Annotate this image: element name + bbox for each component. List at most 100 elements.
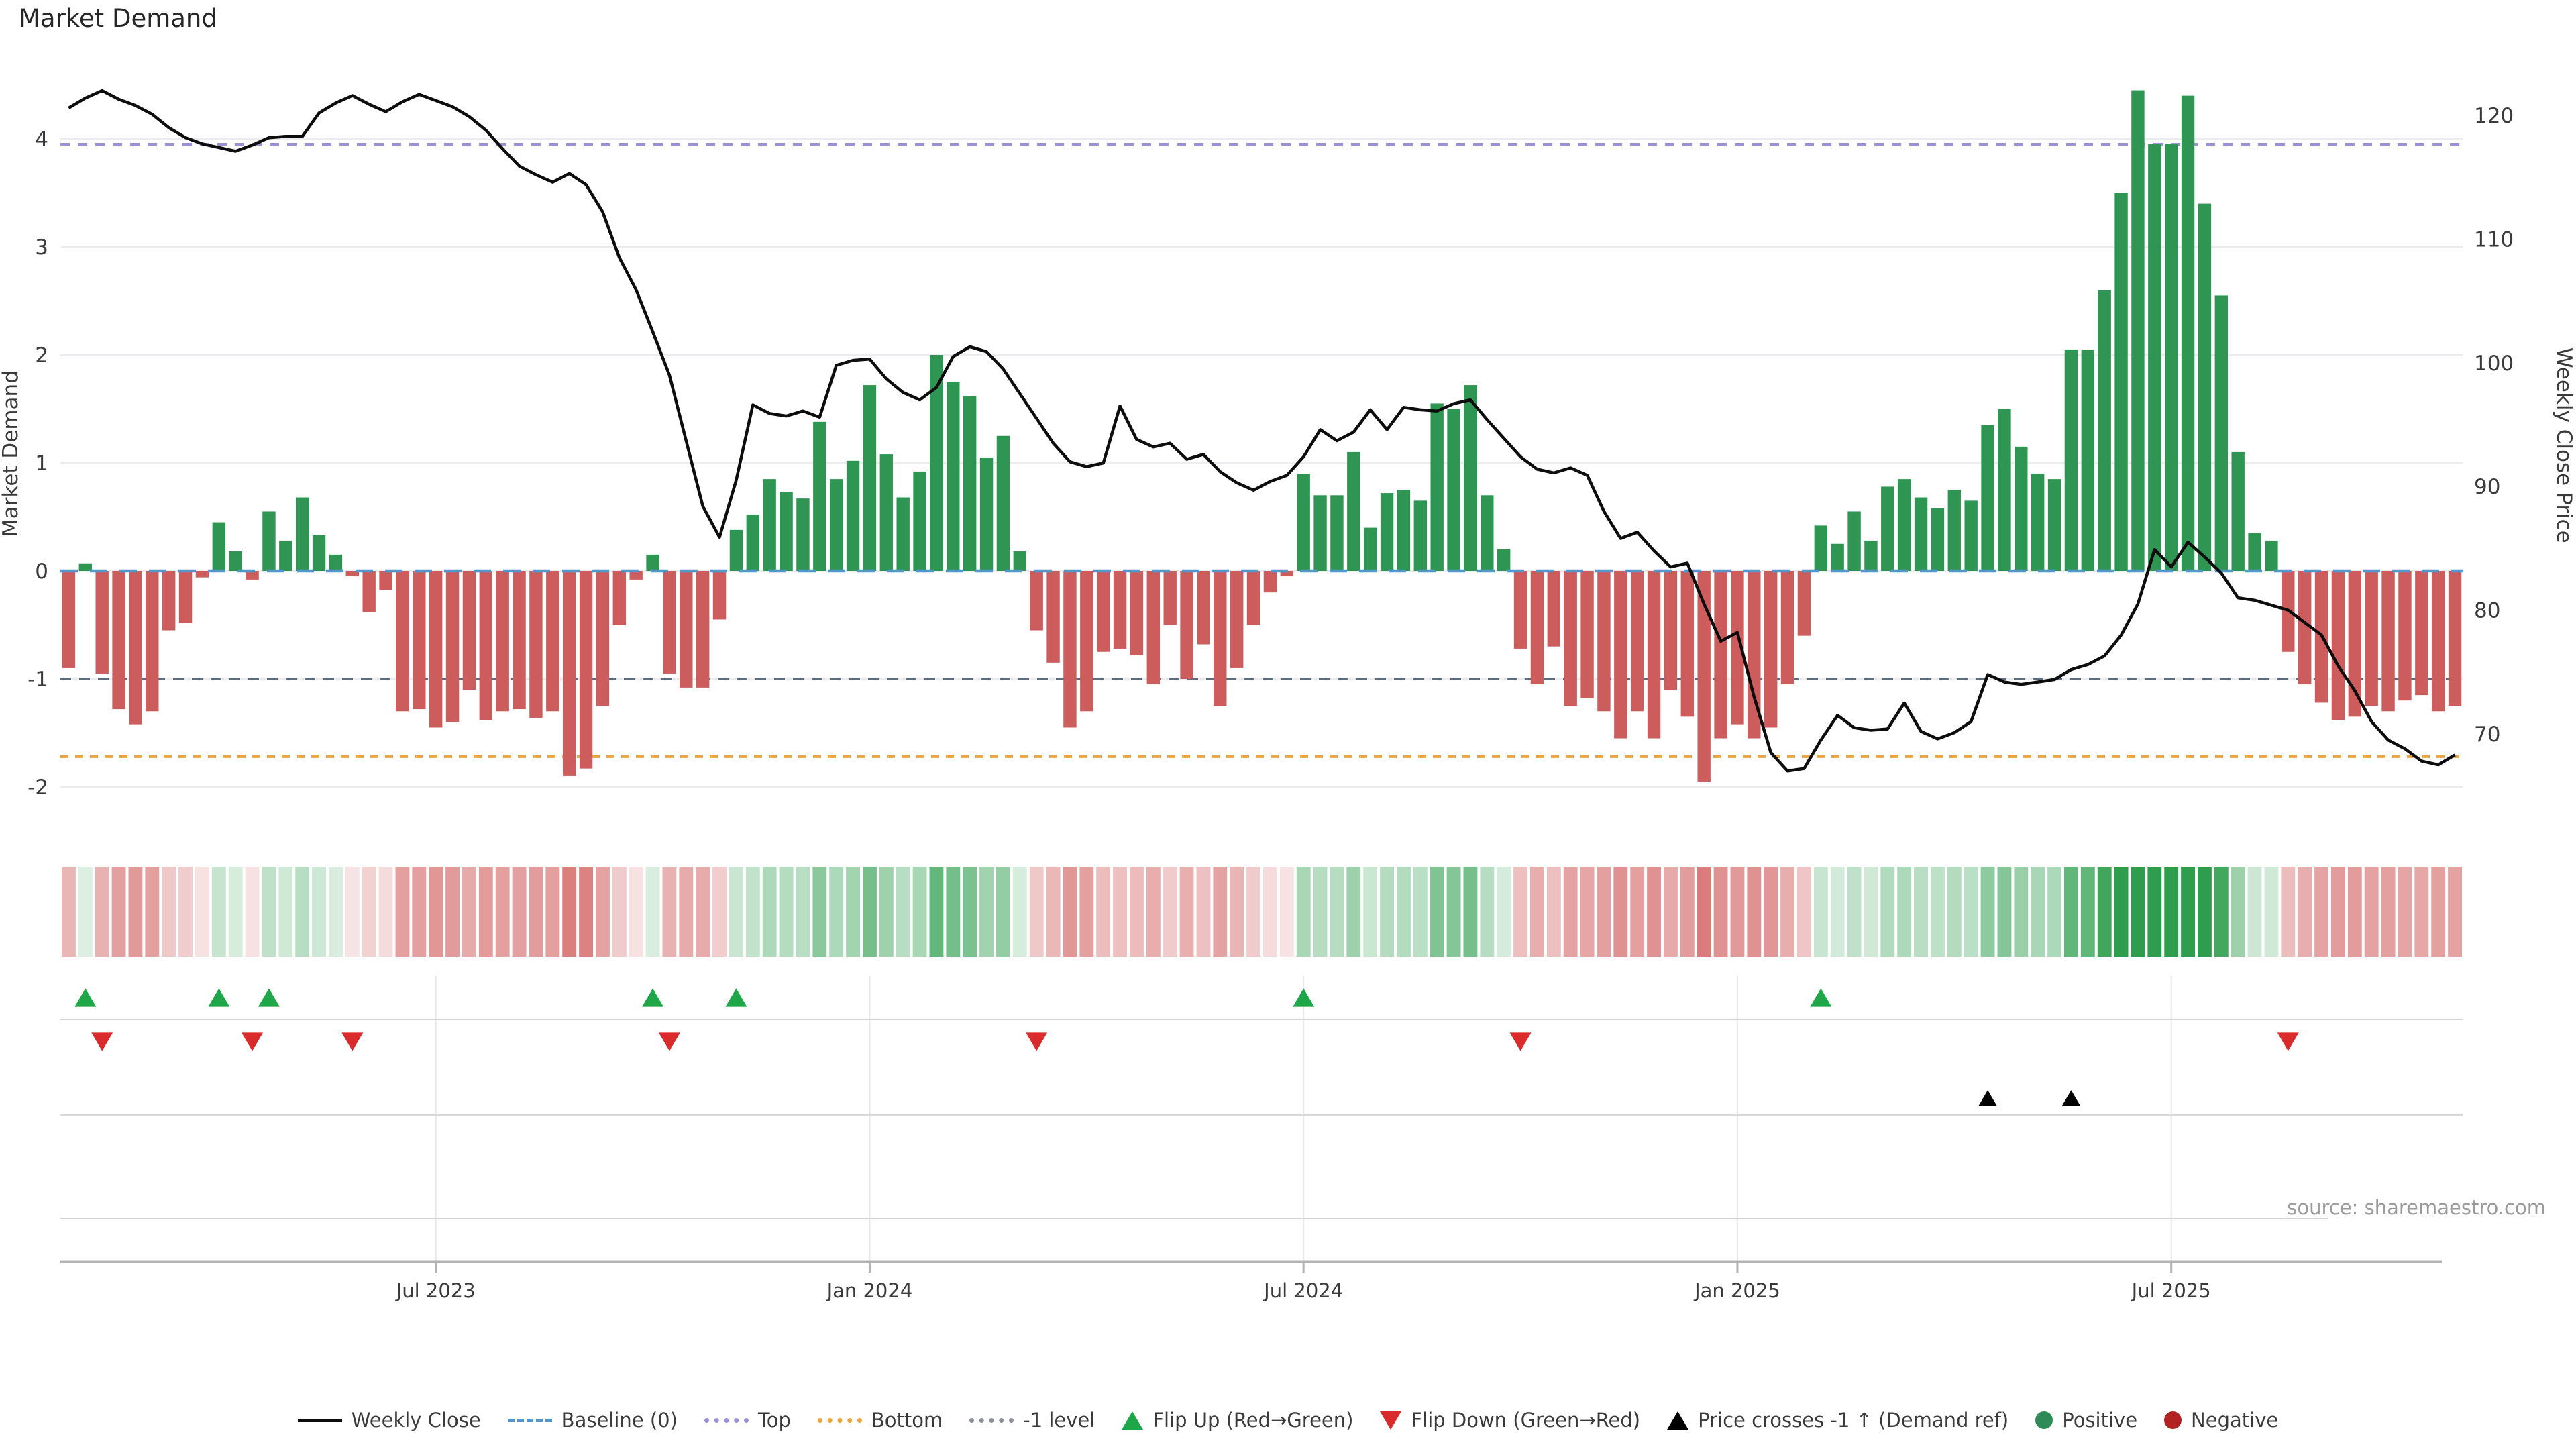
demand-bar — [1998, 409, 2011, 571]
demand-bar — [2415, 571, 2428, 696]
heatmap-cell — [495, 867, 510, 957]
demand-bar — [1313, 495, 1327, 571]
heatmap-cell — [846, 867, 860, 957]
heatmap-cell — [1630, 867, 1645, 957]
legend-item: Negative — [2164, 1409, 2278, 1432]
heatmap-cell — [128, 867, 143, 957]
demand-bar — [1748, 571, 1761, 739]
demand-bar — [562, 571, 576, 776]
heatmap-cell — [1163, 867, 1177, 957]
demand-bar — [1214, 571, 1227, 706]
heatmap-cell — [1196, 867, 1211, 957]
demand-bar — [295, 497, 309, 571]
legend-label: Negative — [2191, 1409, 2279, 1432]
heatmap-cell — [2431, 867, 2446, 957]
source-note: source: sharemaestro.com — [2287, 1196, 2546, 1219]
heatmap-cell — [111, 867, 126, 957]
demand-bar — [729, 529, 743, 571]
demand-bar — [1280, 571, 1294, 577]
demand-bar — [1630, 571, 1644, 712]
heatmap-cell — [345, 867, 360, 957]
demand-bar — [2431, 571, 2445, 712]
legend-label: Weekly Close — [351, 1409, 481, 1432]
demand-bar — [345, 571, 360, 577]
heatmap-cell — [1246, 867, 1260, 957]
demand-bar — [2331, 571, 2345, 720]
demand-bar — [1397, 490, 1411, 571]
legend-item: Weekly Close — [297, 1409, 481, 1432]
heatmap-cell — [545, 867, 560, 957]
demand-bar — [2298, 571, 2312, 685]
demand-bar — [1130, 571, 1144, 655]
demand-bar — [396, 571, 409, 712]
demand-bar — [1481, 495, 1494, 571]
heatmap-cell — [1279, 867, 1294, 957]
heatmap-cell — [1213, 867, 1228, 957]
heatmap-cell — [2214, 867, 2229, 957]
demand-bar — [1714, 571, 1727, 739]
heatmap-cell — [645, 867, 660, 957]
demand-bar — [1664, 571, 1678, 690]
heatmap-cell — [2047, 867, 2061, 957]
demand-bar — [2114, 193, 2128, 571]
demand-bar — [1530, 571, 1544, 685]
demand-bar — [1497, 549, 1511, 571]
demand-bar — [1413, 500, 1428, 571]
legend-label: Flip Up (Red→Green) — [1152, 1409, 1354, 1432]
legend-label: Flip Down (Green→Red) — [1411, 1409, 1641, 1432]
heatmap-cell — [1513, 867, 1527, 957]
demand-bar — [2231, 451, 2245, 571]
x-tick-label: Jul 2025 — [2131, 1279, 2211, 1302]
heatmap-cell — [1713, 867, 1728, 957]
heatmap-cell — [95, 867, 109, 957]
demand-bar — [529, 571, 543, 718]
demand-bar — [846, 460, 860, 571]
heatmap-cell — [762, 867, 777, 957]
demand-bar — [1564, 571, 1577, 706]
right-tick-label: 120 — [2474, 104, 2514, 128]
demand-bar — [1464, 385, 1477, 571]
heatmap-cell — [1012, 867, 1027, 957]
heatmap-cell — [1480, 867, 1495, 957]
right-tick-label: 100 — [2474, 352, 2514, 376]
heatmap-cell — [1830, 867, 1845, 957]
demand-bar — [1513, 571, 1527, 649]
flip-down-marker — [341, 1032, 364, 1051]
demand-bars — [62, 90, 2462, 782]
heatmap-cell — [2064, 867, 2078, 957]
heatmap-cell — [2364, 867, 2379, 957]
heatmap-cell — [1947, 867, 1962, 957]
heatmap-cell — [779, 867, 794, 957]
demand-bar — [1230, 571, 1244, 668]
legend-item: Flip Up (Red→Green) — [1122, 1409, 1353, 1432]
left-tick-label: -1 — [28, 667, 48, 692]
heatmap-cell — [2080, 867, 2095, 957]
legend-item: Top — [704, 1409, 791, 1432]
demand-bar — [1597, 571, 1611, 712]
heatmap-cell — [1497, 867, 1511, 957]
demand-bar — [947, 382, 960, 571]
demand-bar — [1030, 571, 1043, 631]
heatmap-cell — [2114, 867, 2129, 957]
demand-bar — [146, 571, 159, 712]
right-tick-label: 90 — [2474, 475, 2500, 499]
demand-bar — [62, 571, 76, 668]
heatmap-cell — [1797, 867, 1811, 957]
demand-bar — [1764, 571, 1778, 728]
heatmap-cell — [812, 867, 827, 957]
demand-bar — [429, 571, 443, 728]
demand-bar — [262, 511, 276, 571]
heatmap-cell — [1263, 867, 1277, 957]
heatmap-cell — [1864, 867, 1878, 957]
legend-item: Baseline (0) — [507, 1409, 678, 1432]
heatmap-cell — [1130, 867, 1144, 957]
demand-bar — [2214, 295, 2229, 571]
heatmap-cell — [1730, 867, 1745, 957]
demand-bar — [1864, 540, 1878, 571]
heatmap-cell — [1680, 867, 1695, 957]
heatmap-cell — [1413, 867, 1428, 957]
demand-bar — [579, 571, 593, 769]
right-tick-label: 80 — [2474, 599, 2500, 623]
heatmap-cell — [745, 867, 760, 957]
heatmap-cell — [1764, 867, 1778, 957]
